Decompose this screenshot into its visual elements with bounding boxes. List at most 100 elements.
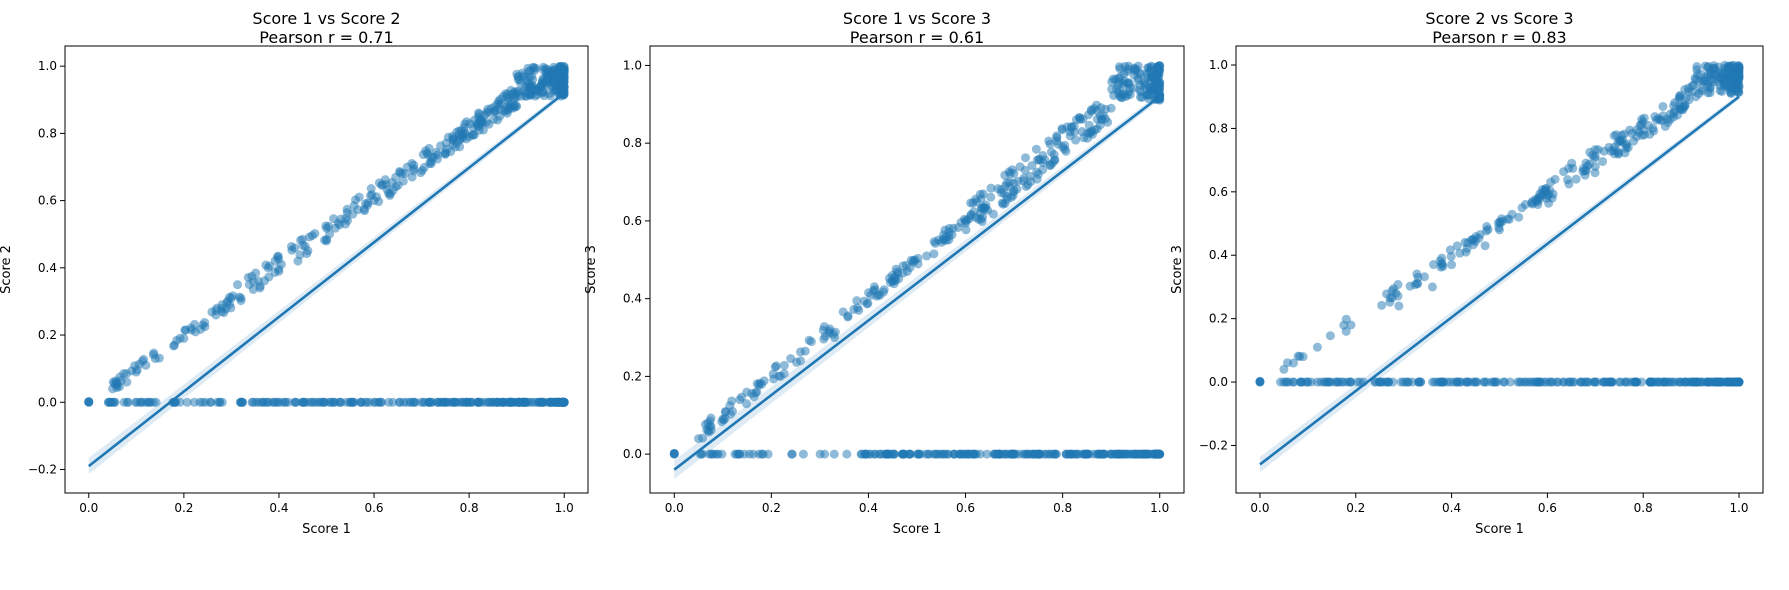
scatter-point: [1133, 449, 1143, 459]
scatter-point: [310, 229, 320, 239]
scatter-point: [1144, 94, 1154, 104]
plot-frame: [649, 45, 1185, 494]
scatter-point: [169, 341, 179, 351]
scatter-point: [1005, 169, 1015, 179]
y-tick-label: 0.6: [623, 214, 642, 228]
scatter-point: [1684, 95, 1694, 105]
x-tick-label: 1.0: [1729, 501, 1748, 515]
scatter-point: [828, 329, 838, 339]
scatter-point: [1255, 376, 1265, 386]
scatter-point: [910, 255, 920, 265]
scatter-point: [1113, 81, 1123, 91]
scatter-point: [1732, 61, 1742, 71]
scatter-point: [1719, 76, 1729, 86]
scatter-point: [795, 347, 805, 357]
scatter-point: [1445, 245, 1455, 255]
scatter-point: [1688, 377, 1698, 387]
x-tick-label: 0.6: [956, 501, 975, 515]
scatter-point: [545, 397, 555, 407]
scatter-point: [439, 397, 449, 407]
scatter-point: [737, 392, 747, 402]
scatter-point: [698, 433, 708, 443]
scatter-point: [493, 397, 503, 407]
scatter-point: [1099, 449, 1109, 459]
zero-row-points: [669, 448, 1165, 459]
scatter-point: [1520, 377, 1530, 387]
scatter-point: [112, 378, 122, 388]
scatter-point: [354, 192, 364, 202]
y-tick-label: −0.2: [28, 462, 57, 476]
scatter-point: [1377, 300, 1387, 310]
scatter-point: [1658, 111, 1668, 121]
scatter-point: [1548, 377, 1558, 387]
scatter-point: [916, 449, 926, 459]
scatter-point: [1312, 342, 1322, 352]
scatter-point: [290, 397, 300, 407]
x-tick-label: 0.2: [174, 501, 193, 515]
scatter-point: [530, 63, 540, 73]
scatter-point: [1382, 289, 1392, 299]
scatter-point: [1121, 449, 1131, 459]
scatter-point: [1590, 153, 1600, 163]
regression-line: [673, 95, 1161, 471]
scatter-point: [862, 299, 872, 309]
scatter-point: [741, 399, 751, 409]
scatter-point: [343, 215, 353, 225]
scatter-point: [251, 268, 261, 278]
y-tick-label: 0.2: [623, 369, 642, 383]
scatter-point: [779, 360, 789, 370]
scatter-point: [388, 397, 398, 407]
scatter-point: [1544, 198, 1554, 208]
scatter-point: [1027, 161, 1037, 171]
scatter-point: [829, 449, 839, 459]
scatter-point: [1052, 131, 1062, 141]
scatter-point: [1379, 377, 1389, 387]
scatter-point: [1153, 72, 1163, 82]
scatter-point: [366, 183, 376, 193]
scatter-point: [238, 397, 248, 407]
scatter-point: [1034, 154, 1044, 164]
scatter-point: [1084, 120, 1094, 130]
scatter-point: [971, 212, 981, 222]
scatter-point: [151, 397, 161, 407]
scatter-point: [937, 237, 947, 247]
scatter-point: [349, 201, 359, 211]
scatter-point: [1542, 377, 1552, 387]
scatter-point: [1276, 377, 1286, 387]
scatter-point: [1639, 113, 1649, 123]
scatter-point: [898, 261, 908, 271]
scatter-point: [534, 397, 544, 407]
scatter-point: [1646, 377, 1656, 387]
scatter-point: [539, 91, 549, 101]
scatter-point: [1533, 377, 1543, 387]
scatter-point: [922, 251, 932, 261]
scatter-point: [342, 204, 352, 214]
y-axis-label: Score 3: [584, 245, 599, 294]
scatter-point: [1413, 279, 1423, 289]
scatter-point: [779, 369, 789, 379]
scatter-point: [1437, 259, 1447, 269]
scatter-point: [1726, 71, 1736, 81]
scatter-point: [514, 397, 524, 407]
scatter-point: [745, 449, 755, 459]
scatter-point: [553, 75, 563, 85]
scatter-point: [336, 397, 346, 407]
scatter-point: [460, 119, 470, 129]
scatter-point: [842, 449, 852, 459]
scatter-point: [1539, 186, 1549, 196]
scatter-point: [1412, 269, 1422, 279]
scatter-point: [328, 397, 338, 407]
scatter-point: [361, 199, 371, 209]
x-tick-label: 0.2: [762, 501, 781, 515]
scatter-point: [1044, 136, 1054, 146]
scatter-point: [798, 449, 808, 459]
scatter-point: [1468, 240, 1478, 250]
scatter-point: [1452, 241, 1462, 251]
scatter-point: [325, 229, 335, 239]
scatter-point: [1306, 377, 1316, 387]
y-tick-label: 0.4: [623, 292, 642, 306]
scatter-point: [1705, 88, 1715, 98]
scatter-point: [1726, 88, 1736, 98]
